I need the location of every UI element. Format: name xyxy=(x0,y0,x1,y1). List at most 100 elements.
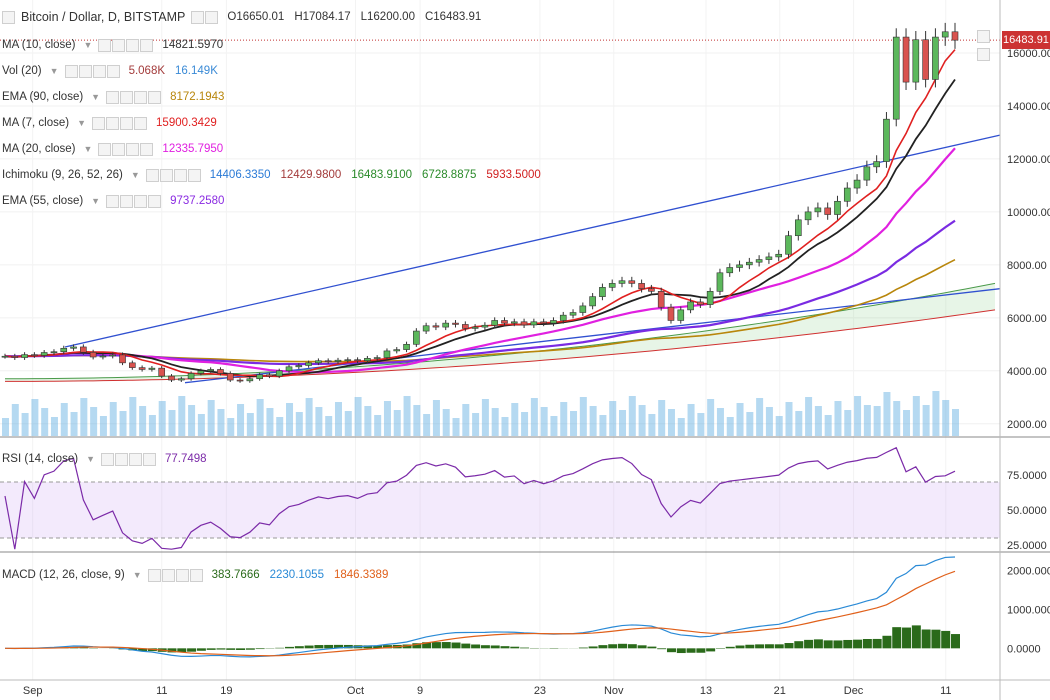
macd-histogram-bar xyxy=(196,648,206,651)
header-controls[interactable] xyxy=(191,10,219,24)
macd-histogram-bar xyxy=(294,646,304,649)
macd-histogram-bar xyxy=(382,645,392,649)
macd-histogram-bar xyxy=(500,646,510,649)
indicator-controls[interactable] xyxy=(106,90,162,104)
rsi-controls[interactable] xyxy=(100,452,157,466)
price-tag-buttons[interactable] xyxy=(977,30,1001,61)
macd-histogram-bar xyxy=(618,643,628,649)
indicator-name: Ichimoku (9, 26, 52, 26) xyxy=(2,169,123,181)
volume-bar xyxy=(491,408,499,436)
candle-body xyxy=(550,320,557,324)
candle-body xyxy=(70,346,77,349)
volume-bar xyxy=(21,413,29,436)
indicator-controls[interactable] xyxy=(145,168,202,182)
volume-bar xyxy=(256,399,264,436)
caret-down-icon[interactable]: ▼ xyxy=(132,570,142,580)
caret-down-icon[interactable]: ▼ xyxy=(83,40,93,50)
volume-bar xyxy=(658,400,666,436)
macd-histogram-bar xyxy=(882,635,892,649)
candle-body xyxy=(755,259,763,263)
price-tick-label: 12000.00 xyxy=(1007,154,1050,166)
macd-histogram-bar xyxy=(285,646,295,649)
candle-body xyxy=(452,322,459,325)
caret-down-icon[interactable]: ▼ xyxy=(91,196,101,206)
indicator-controls[interactable] xyxy=(106,194,162,208)
indicator-legend[interactable]: MA (20, close) ▼ 12335.7950 xyxy=(0,139,233,159)
candle-body xyxy=(442,322,450,328)
price-tick-label: 14000.00 xyxy=(1007,101,1050,113)
candle-body xyxy=(168,375,175,381)
candle-body xyxy=(413,330,420,345)
macd-histogram-bar xyxy=(823,640,833,649)
candle-body xyxy=(129,362,136,368)
macd-histogram-bar xyxy=(461,643,471,649)
ema55-line xyxy=(4,219,956,366)
indicator-legend[interactable]: EMA (90, close) ▼ 8172.1943 xyxy=(0,87,234,107)
volume-bar xyxy=(41,408,49,436)
caret-down-icon[interactable]: ▼ xyxy=(83,144,93,154)
volume-bar xyxy=(511,403,519,436)
candle-body xyxy=(589,296,596,307)
volume-bar xyxy=(334,402,342,436)
caret-down-icon[interactable]: ▼ xyxy=(77,118,87,128)
candle-body xyxy=(716,272,724,292)
volume-bar xyxy=(697,413,705,436)
candle-body xyxy=(99,355,107,358)
volume-bar xyxy=(687,404,695,436)
macd-controls[interactable] xyxy=(147,568,204,582)
caret-down-icon[interactable]: ▼ xyxy=(91,92,101,102)
volume-bar xyxy=(540,407,548,436)
indicator-legend[interactable]: EMA (55, close) ▼ 9737.2580 xyxy=(0,191,234,211)
volume-bar xyxy=(99,416,107,436)
indicator-controls[interactable] xyxy=(64,64,121,78)
volume-bar xyxy=(726,417,734,436)
macd-tick-label: 1000.0000 xyxy=(1007,604,1050,616)
candle-body xyxy=(373,357,381,359)
cloud-fill xyxy=(5,283,995,382)
indicator-legend[interactable]: Vol (20) ▼ 5.068K 16.149K xyxy=(0,61,228,81)
macd-histogram-bar xyxy=(764,644,774,649)
indicator-controls[interactable] xyxy=(98,38,154,52)
indicator-value: 5933.5000 xyxy=(486,169,541,181)
candle-body xyxy=(814,207,822,213)
indicator-controls[interactable] xyxy=(92,116,148,130)
indicator-name: EMA (90, close) xyxy=(2,91,84,103)
collapse-icon[interactable] xyxy=(2,10,15,24)
candle-body xyxy=(951,31,959,41)
macd-histogram-bar xyxy=(441,642,451,649)
time-tick-label: Dec xyxy=(844,685,864,697)
volume-bar xyxy=(217,409,225,436)
indicator-value: 12335.7950 xyxy=(162,143,224,155)
macd-histogram-bar xyxy=(598,645,608,649)
volume-bar xyxy=(834,401,842,436)
candle-body xyxy=(481,324,489,328)
volume-bar xyxy=(863,405,871,436)
indicator-legend[interactable]: MA (7, close) ▼ 15900.3429 xyxy=(0,113,227,133)
caret-down-icon[interactable]: ▼ xyxy=(49,66,59,76)
macd-histogram-bar xyxy=(725,646,735,649)
indicator-controls[interactable] xyxy=(98,142,154,156)
candle-body xyxy=(246,378,254,382)
symbol-title: Bitcoin / Dollar, D, BITSTAMP xyxy=(21,10,186,24)
macd-legend[interactable]: MACD (12, 26, close, 9) ▼ 383.7666 2230.… xyxy=(0,565,398,585)
volume-bar xyxy=(824,415,832,436)
candle-body xyxy=(1,355,9,358)
macd-histogram-bar xyxy=(941,630,951,649)
indicator-legend[interactable]: MA (10, close) ▼ 14821.5970 xyxy=(0,35,233,55)
candle-body xyxy=(119,354,126,364)
volume-bar xyxy=(393,410,401,436)
rsi-legend[interactable]: RSI (14, close) ▼ 77.7498 xyxy=(0,449,217,469)
volume-bar xyxy=(932,391,940,436)
indicator-legend[interactable]: Ichimoku (9, 26, 52, 26) ▼ 14406.3350 12429… xyxy=(0,165,551,185)
volume-bar xyxy=(707,399,715,436)
macd-histogram-bar xyxy=(784,643,794,649)
candle-body xyxy=(197,370,205,374)
caret-down-icon[interactable]: ▼ xyxy=(130,170,140,180)
indicator-value: 16483.9100 xyxy=(351,169,413,181)
candle-body xyxy=(31,354,38,356)
caret-down-icon[interactable]: ▼ xyxy=(86,454,95,464)
moving-averages xyxy=(4,49,956,378)
candle-body xyxy=(794,219,802,237)
